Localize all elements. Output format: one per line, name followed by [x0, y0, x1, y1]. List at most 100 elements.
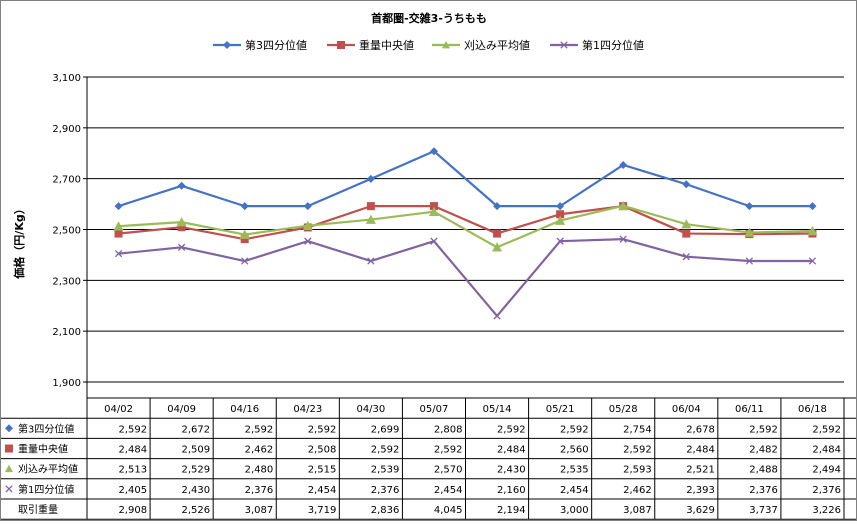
table-cell: 2,480 [245, 465, 274, 476]
data-point [493, 229, 502, 238]
legend-marker [337, 41, 345, 49]
table-cell: 2,808 [434, 424, 463, 435]
data-point [429, 147, 438, 156]
table-cell: 2,560 [560, 445, 589, 456]
table-cell: 2,484 [118, 445, 147, 456]
legend-item: 第3四分位値 [213, 38, 307, 52]
series [114, 202, 817, 244]
table-cell: 2,454 [560, 485, 589, 496]
table-row-marker [5, 485, 13, 493]
data-point [241, 257, 249, 265]
series-line [118, 204, 813, 249]
table-cell: 2,521 [686, 465, 715, 476]
table-cell: 2,535 [560, 465, 589, 476]
data-point [114, 229, 123, 238]
table-cell: 2,376 [749, 485, 778, 496]
series [114, 147, 817, 211]
table-cell: 2,405 [118, 485, 147, 496]
legend-label: 第1四分位値 [582, 38, 644, 52]
table-cell: 2,482 [749, 445, 778, 456]
series-line [118, 238, 813, 318]
table-cell: 2,592 [749, 424, 778, 435]
y-tick-label: 2,500 [52, 226, 81, 237]
table-row-label: 重量中央値 [18, 443, 68, 456]
x-tick-label: 05/28 [609, 404, 638, 415]
table-cell: 2,592 [245, 424, 274, 435]
data-point [556, 210, 565, 219]
data-point [619, 160, 628, 169]
table-cell: 3,000 [560, 505, 589, 516]
table-cell: 2,526 [182, 505, 211, 516]
data-point [302, 220, 313, 230]
table-cell: 2,836 [371, 505, 400, 516]
table-cell: 2,908 [118, 505, 147, 516]
data-point [176, 217, 187, 227]
x-tick-label: 05/21 [546, 404, 575, 415]
table-cell: 2,488 [749, 465, 778, 476]
x-tick-label: 05/07 [420, 404, 449, 415]
data-point [682, 229, 691, 238]
data-point [367, 257, 375, 265]
y-tick-label: 1,900 [52, 378, 81, 389]
table-cell: 3,629 [686, 505, 715, 516]
table-cell: 2,160 [497, 485, 526, 496]
table-cell: 2,593 [623, 465, 652, 476]
y-tick-label: 2,300 [52, 276, 81, 287]
data-point [556, 237, 564, 245]
table-cell: 2,529 [182, 465, 211, 476]
table-cell: 2,393 [686, 485, 715, 496]
table-cell: 2,484 [812, 445, 841, 456]
table-cell: 2,508 [308, 445, 337, 456]
data-point [177, 243, 186, 251]
data-point [366, 202, 375, 211]
data-point [492, 242, 503, 252]
table-row-marker [5, 444, 13, 453]
table-row-label: 第1四分位値 [18, 483, 74, 496]
data-point [619, 235, 627, 243]
table-row-marker [5, 464, 13, 473]
x-tick-label: 04/30 [356, 404, 385, 415]
table-row-label: 取引重量 [18, 503, 58, 516]
legend-label: 第3四分位値 [245, 38, 307, 52]
table-cell: 2,462 [245, 445, 274, 456]
legend: 第3四分位値 重量中央値 刈込み平均値 第1四分位値 [213, 38, 644, 52]
table-row-label: 第3四分位値 [18, 422, 74, 435]
data-point [240, 235, 249, 244]
data-point [807, 226, 818, 236]
table-cell: 2,570 [434, 465, 463, 476]
data-point [555, 215, 566, 225]
series [114, 235, 817, 320]
plot-series [113, 147, 818, 320]
table-cell: 2,454 [434, 485, 463, 496]
table-cell: 3,087 [245, 505, 274, 516]
table-cell: 2,699 [371, 424, 400, 435]
data-point [493, 312, 501, 320]
table-cell: 2,754 [623, 424, 652, 435]
y-tick-label: 3,100 [52, 73, 81, 84]
data-point [366, 174, 375, 183]
table-cell: 2,430 [182, 485, 211, 496]
data-point [239, 229, 250, 239]
table-cell: 3,719 [308, 505, 337, 516]
table-cell: 3,087 [623, 505, 652, 516]
data-point [114, 249, 123, 258]
table-row-label: 刈込み平均値 [18, 463, 78, 476]
y-axis-ticks: 1,900 2,100 2,300 2,500 2,700 2,900 3,100 [52, 73, 88, 389]
table-cell: 2,515 [308, 465, 337, 476]
table-cell: 2,513 [118, 465, 147, 476]
table-cell: 2,194 [497, 505, 526, 516]
table-cell: 2,592 [308, 424, 337, 435]
table-cell: 2,494 [812, 465, 841, 476]
data-point [303, 202, 312, 211]
data-point [240, 202, 249, 211]
data-point [114, 202, 123, 211]
table-cell: 3,737 [749, 505, 778, 516]
y-tick-label: 2,900 [52, 124, 81, 135]
table-cell: 2,592 [434, 445, 463, 456]
data-point [177, 181, 186, 190]
legend-item: 刈込み平均値 [432, 39, 530, 52]
table-cell: 2,672 [182, 424, 211, 435]
table-cell: 2,592 [371, 445, 400, 456]
